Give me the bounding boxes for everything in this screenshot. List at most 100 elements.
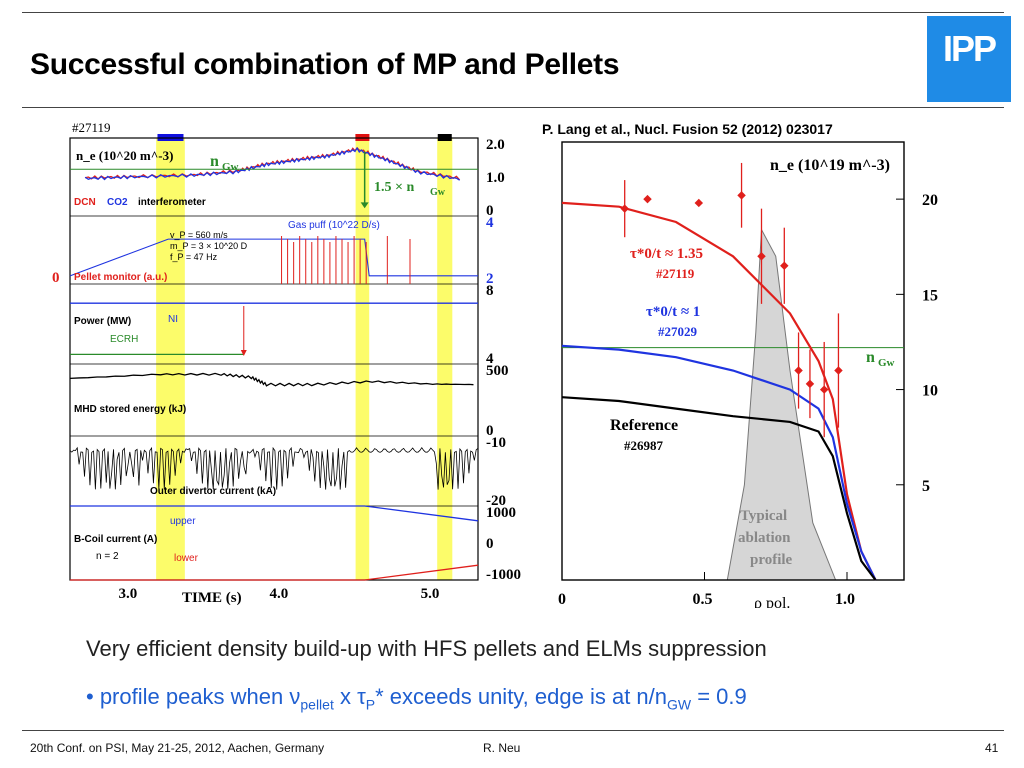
interferometer-label: interferometer bbox=[138, 197, 206, 208]
measurement-point-0 bbox=[620, 204, 629, 213]
trace-density-CO2 bbox=[84, 146, 460, 181]
footer-author: R. Neu bbox=[483, 741, 521, 755]
pellet-speed: v_P = 560 m/s bbox=[170, 230, 228, 240]
citation: P. Lang et al., Nucl. Fusion 52 (2012) 0… bbox=[542, 121, 833, 137]
measurement-point-3 bbox=[737, 191, 746, 200]
lower-coil-label: lower bbox=[174, 553, 199, 564]
measurement-point-5 bbox=[780, 261, 789, 271]
y-tick-3: 5 bbox=[922, 478, 930, 495]
right-tick-0-1: 1.0 bbox=[486, 170, 505, 186]
reference-label: Reference bbox=[610, 417, 678, 434]
ngw-multiple-label: 1.5 × n bbox=[374, 180, 414, 195]
title-rule bbox=[22, 107, 1004, 108]
traces-frame bbox=[69, 137, 479, 581]
right-tick-1-0: 4 bbox=[486, 215, 494, 231]
ngw-label: n bbox=[210, 153, 219, 170]
trace-mhd_energy-WMHD bbox=[69, 372, 474, 387]
profile-ngw-label: n bbox=[866, 349, 875, 366]
bcoil-label: B-Coil current (A) bbox=[74, 534, 157, 545]
shot-27029-label: #27029 bbox=[658, 324, 698, 339]
detail-text: • profile peaks when νpellet x τP* excee… bbox=[86, 684, 747, 713]
density-axis-label: n_e (10^20 m^-3) bbox=[76, 148, 173, 163]
x-axis-label: ρ pol. bbox=[754, 595, 790, 608]
divertor-label: Outer divertor current (kA) bbox=[150, 486, 276, 497]
ratio-27029-label: τ*0/t ≈ 1 bbox=[646, 304, 700, 320]
right-tick-4-1: -20 bbox=[486, 493, 506, 509]
y-tick-1: 15 bbox=[922, 287, 938, 304]
profile-ngw-sub: Gw bbox=[878, 357, 895, 369]
x-tick-0: 0 bbox=[558, 591, 566, 608]
y-tick-0: 20 bbox=[922, 192, 938, 209]
profile-frame bbox=[561, 141, 905, 581]
right-tick-0-2: 0 bbox=[486, 203, 494, 219]
pellet-freq: f_P = 47 Hz bbox=[170, 252, 218, 262]
ablation-label-1: Typical bbox=[740, 508, 787, 524]
mhd-label: MHD stored energy (kJ) bbox=[74, 404, 186, 415]
right-tick-2-0: 8 bbox=[486, 283, 494, 299]
right-tick-2-1: 4 bbox=[486, 351, 494, 367]
ngw-arrow-head bbox=[360, 202, 369, 209]
time-axis-label: TIME (s) bbox=[182, 590, 242, 606]
density-profile-figure: P. Lang et al., Nucl. Fusion 52 (2012) 0… bbox=[542, 121, 938, 608]
ecrh-label: ECRH bbox=[110, 334, 138, 345]
reference-shot-label: #26987 bbox=[624, 438, 664, 453]
ratio-27119-label: τ*0/t ≈ 1.35 bbox=[630, 246, 703, 262]
time-tick-0: 3.0 bbox=[118, 586, 137, 602]
trace-bcoil_current-lower bbox=[70, 564, 479, 581]
summary-text: Very efficient density build-up with HFS… bbox=[86, 636, 767, 661]
upper-coil-label: upper bbox=[170, 516, 196, 527]
x-tick-1: 0.5 bbox=[693, 591, 713, 608]
ablation-profile-shape bbox=[726, 227, 837, 581]
measurement-point-6 bbox=[794, 366, 803, 375]
measurement-point-1 bbox=[643, 194, 652, 204]
measurement-point-7 bbox=[805, 379, 815, 389]
right-tick-5-2: -1000 bbox=[486, 567, 521, 583]
right-tick-5-0: 1000 bbox=[486, 505, 516, 521]
ni-label: NI bbox=[168, 314, 178, 325]
right-tick-0-0: 2.0 bbox=[486, 137, 505, 153]
footer-rule bbox=[22, 730, 1004, 731]
profile-shot-27029 bbox=[561, 344, 877, 581]
right-tick-1-1: 2 bbox=[486, 271, 494, 287]
profile-shot-26987 bbox=[561, 396, 877, 581]
shot-number: #27119 bbox=[72, 120, 111, 135]
measurement-point-8 bbox=[819, 385, 829, 394]
trace-divertor_current-Idiv bbox=[69, 446, 479, 490]
measurement-point-2 bbox=[694, 198, 704, 208]
ecrh-stop-arrow bbox=[240, 350, 247, 356]
power-label: Power (MW) bbox=[74, 316, 131, 327]
ablation-label-2: ablation bbox=[738, 530, 791, 546]
x-tick-2: 1.0 bbox=[835, 591, 855, 608]
profile-shot-27119 bbox=[561, 201, 877, 581]
time-tick-1: 4.0 bbox=[270, 586, 289, 602]
time-tick-2: 5.0 bbox=[421, 586, 440, 602]
dcn-label: DCN bbox=[74, 197, 96, 208]
logo-text: IPP bbox=[942, 28, 997, 69]
right-tick-3-0: 500 bbox=[486, 363, 509, 379]
slide-title: Successful combination of MP and Pellets bbox=[30, 48, 620, 81]
y-axis-label: n_e (10^19 m^-3) bbox=[770, 157, 890, 174]
gas-puff-trace bbox=[69, 238, 478, 277]
measurement-point-9 bbox=[834, 366, 843, 375]
right-tick-3-1: 0 bbox=[486, 423, 494, 439]
pellet-mass: m_P = 3 × 10^20 D bbox=[170, 241, 248, 251]
right-tick-5-1: 0 bbox=[486, 536, 494, 552]
pellet-monitor-label: Pellet monitor (a.u.) bbox=[74, 272, 167, 283]
highlight-band-2 bbox=[437, 138, 453, 580]
gas-puff-label: Gas puff (10^22 D/s) bbox=[288, 220, 380, 231]
y-tick-2: 10 bbox=[922, 383, 938, 400]
co2-label: CO2 bbox=[107, 197, 128, 208]
shot-27119-label: #27119 bbox=[656, 266, 695, 281]
footer-page-number: 41 bbox=[985, 741, 999, 755]
left-tick-1-0: 0 bbox=[52, 270, 60, 286]
trace-bcoil_current-upper bbox=[70, 505, 479, 522]
top-rule bbox=[22, 12, 1004, 13]
right-tick-4-0: -10 bbox=[486, 435, 506, 451]
ablation-label-3: profile bbox=[750, 552, 793, 568]
ipp-logo: IPP bbox=[927, 16, 1011, 102]
ngw-label-sub: Gw bbox=[222, 161, 239, 173]
footer-conference: 20th Conf. on PSI, May 21-25, 2012, Aach… bbox=[30, 741, 325, 755]
ngw-multiple-sub: Gw bbox=[430, 187, 446, 198]
mode-number: n = 2 bbox=[96, 551, 119, 562]
